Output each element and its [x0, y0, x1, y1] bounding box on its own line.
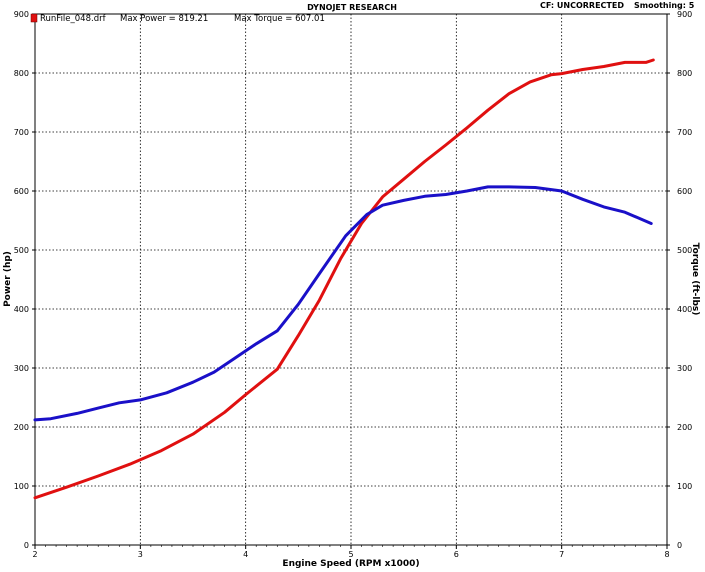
y-tick-label-left: 200 [14, 423, 29, 432]
cf-status: CF: UNCORRECTED [540, 1, 624, 10]
y-tick-label-right: 800 [677, 69, 692, 78]
legend-max-torque: Max Torque = 607.01 [234, 14, 325, 24]
y-tick-label-left: 600 [14, 187, 29, 196]
chart-title: DYNOJET RESEARCH [307, 3, 397, 12]
y-tick-label-left: 800 [14, 69, 29, 78]
x-tick-label: 8 [664, 550, 669, 559]
x-axis-label: Engine Speed (RPM x1000) [282, 559, 419, 568]
x-tick-label: 7 [559, 550, 564, 559]
y-tick-label-right: 300 [677, 364, 692, 373]
x-tick-label: 2 [32, 550, 37, 559]
x-tick-label: 4 [243, 550, 248, 559]
y-tick-label-right: 0 [677, 541, 682, 550]
y-tick-label-left: 400 [14, 305, 29, 314]
axis-ticks: 0 0 100 100 200 200 300 300 400 400 500 500 600 600 70… [14, 10, 693, 559]
y-tick-label-right: 500 [677, 246, 692, 255]
torque-series-line [33, 185, 653, 422]
power-series-line [33, 58, 655, 500]
legend-max-power: Max Power = 819.21 [120, 14, 208, 24]
x-tick-label: 3 [138, 550, 143, 559]
x-tick-label: 6 [454, 550, 459, 559]
smoothing-status: Smoothing: 5 [634, 1, 695, 10]
y-axis-left-label: Power (hp) [3, 251, 13, 307]
y-tick-label-left: 900 [14, 10, 29, 19]
y-tick-label-right: 600 [677, 187, 692, 196]
y-axis-right-label: Torque (ft-lbs) [690, 243, 700, 316]
y-tick-label-right: 700 [677, 128, 692, 137]
series-lines [33, 58, 655, 500]
legend-marker [30, 13, 38, 23]
y-tick-label-left: 100 [14, 482, 29, 491]
x-tick-label: 5 [348, 550, 353, 559]
y-tick-label-left: 700 [14, 128, 29, 137]
grid [35, 14, 667, 545]
y-tick-label-left: 0 [24, 541, 29, 550]
y-tick-label-right: 200 [677, 423, 692, 432]
y-tick-label-right: 900 [677, 10, 692, 19]
y-tick-label-right: 400 [677, 305, 692, 314]
legend-run-file: RunFile_048.drf [40, 14, 107, 24]
y-tick-label-left: 300 [14, 364, 29, 373]
y-tick-label-right: 100 [677, 482, 692, 491]
y-tick-label-left: 500 [14, 246, 29, 255]
